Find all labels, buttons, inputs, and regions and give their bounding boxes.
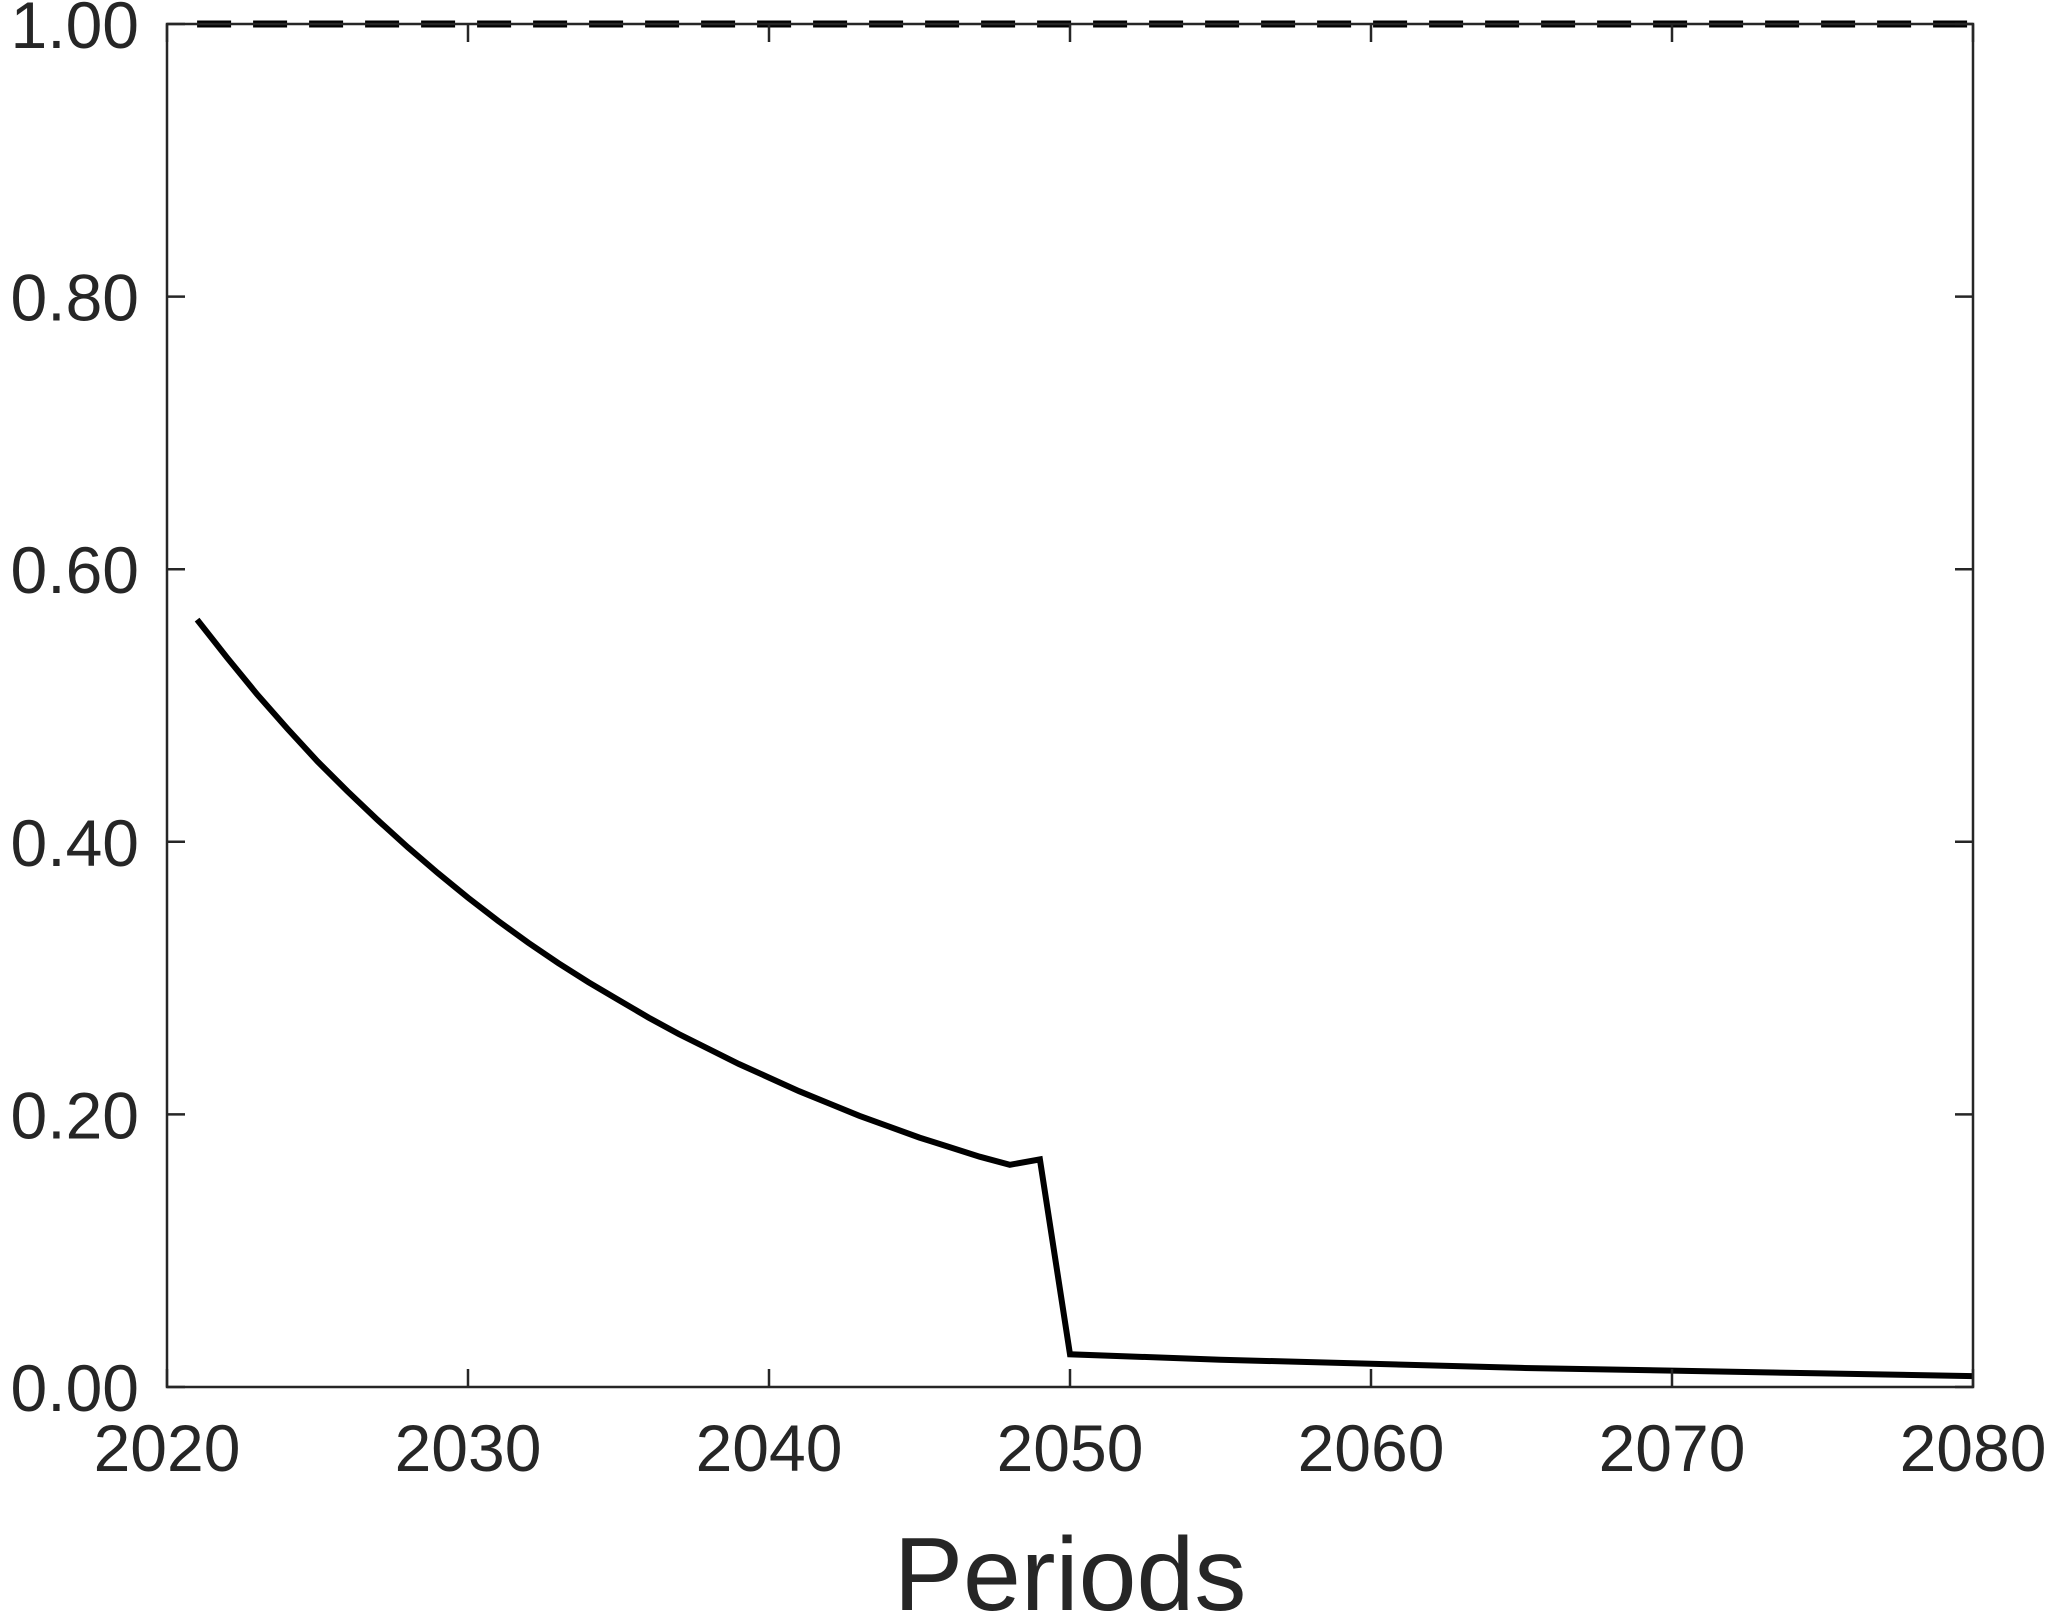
tick-labels: 2020 2030 2040 2050 2060 2070 2080 0.00 0.20 0.40… — [11, 0, 2047, 1485]
plot-area — [194, 20, 1973, 1380]
y-tick-label: 0.20 — [11, 1078, 139, 1152]
x-tick-label: 2030 — [395, 1411, 542, 1485]
axes-frame — [165, 22, 1975, 1389]
y-tick-label: 0.60 — [11, 533, 139, 607]
solid-series-line — [194, 617, 1973, 1380]
y-tick-label: 0.40 — [11, 806, 139, 880]
x-tick-label: 2070 — [1599, 1411, 1746, 1485]
y-tick-label: 0.00 — [11, 1351, 139, 1425]
x-tick-label: 2050 — [997, 1411, 1144, 1485]
x-tick-label: 2060 — [1298, 1411, 1445, 1485]
y-tick-label: 0.80 — [11, 261, 139, 335]
x-tick-label: 2080 — [1900, 1411, 2047, 1485]
x-tick-label: 2040 — [696, 1411, 843, 1485]
axes — [165, 22, 1975, 1389]
y-tick-label: 1.00 — [11, 0, 139, 62]
x-axis-title: Periods — [894, 1517, 1247, 1623]
x-tick-label: 2020 — [94, 1411, 241, 1485]
